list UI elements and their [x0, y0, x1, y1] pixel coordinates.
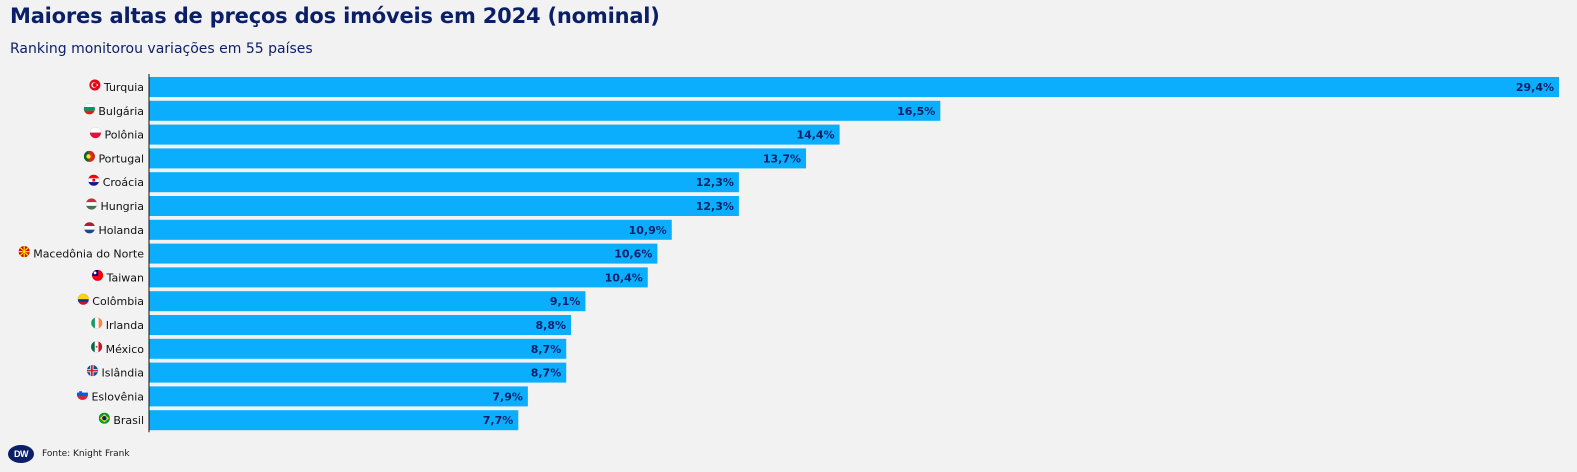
category-label: Hungria	[100, 200, 144, 213]
bar-value-label: 29,4%	[1516, 81, 1554, 94]
bar-row: 8,7% México	[90, 338, 567, 359]
bar-value-label: 8,8%	[536, 319, 567, 332]
bar	[149, 124, 840, 145]
category-label: Portugal	[98, 152, 144, 165]
bar-row: 13,7% Portugal	[83, 148, 807, 169]
category-label: Croácia	[103, 176, 144, 189]
bar-value-label: 16,5%	[897, 105, 935, 118]
bar-value-label: 10,6%	[614, 248, 652, 261]
bar-row: 9,1% Colômbia	[77, 291, 586, 312]
bar	[149, 172, 739, 193]
bar-row: 7,9% Eslovênia	[76, 386, 528, 407]
north-macedonia-flag-icon	[18, 245, 30, 258]
bar	[149, 338, 567, 359]
category-label: Islândia	[101, 367, 144, 380]
ireland-flag-icon	[90, 317, 103, 329]
footer: DW Fonte: Knight Frank	[8, 444, 130, 464]
bar	[149, 219, 672, 240]
bar-row: 10,6% Macedônia do Norte	[18, 243, 658, 264]
turkey-flag-icon	[89, 79, 101, 91]
bar-row: 16,5% Bulgária	[83, 100, 941, 121]
hungary-flag-icon	[85, 198, 98, 210]
bar-value-label: 10,9%	[629, 224, 667, 237]
bar	[149, 196, 739, 216]
bar-row: 14,4% Polônia	[89, 124, 840, 145]
bar-row: 8,8% Irlanda	[90, 315, 572, 335]
mexico-flag-icon	[90, 341, 103, 353]
category-label: Colômbia	[92, 295, 144, 308]
slovenia-flag-icon	[76, 388, 89, 401]
bulgaria-flag-icon	[83, 103, 96, 115]
bar-row: 10,9% Holanda	[83, 219, 672, 240]
bar-row: 10,4% Taiwan	[91, 267, 648, 288]
source-note: Fonte: Knight Frank	[42, 449, 130, 459]
bar	[149, 77, 1559, 97]
category-label: Macedônia do Norte	[33, 248, 144, 261]
bar	[149, 315, 572, 335]
bar-value-label: 8,7%	[531, 343, 562, 356]
category-label: Taiwan	[106, 271, 144, 284]
bar-value-label: 7,7%	[483, 414, 514, 427]
category-label: Eslovênia	[91, 390, 144, 403]
bar-row: 12,3% Croácia	[87, 172, 739, 193]
chart-title: Maiores altas de preços dos imóveis em 2…	[10, 4, 660, 28]
bar-value-label: 13,7%	[763, 152, 801, 165]
bar	[149, 100, 941, 121]
colombia-flag-icon	[77, 293, 90, 305]
iceland-flag-icon	[86, 364, 99, 377]
taiwan-flag-icon	[91, 269, 104, 282]
bar	[149, 243, 658, 264]
category-label: Polônia	[104, 129, 144, 142]
chart-subtitle: Ranking monitorou variações em 55 países	[10, 41, 313, 57]
portugal-flag-icon	[83, 150, 96, 163]
bar-value-label: 12,3%	[696, 200, 734, 213]
croatia-flag-icon	[87, 174, 100, 186]
bar	[149, 267, 648, 288]
category-label: Holanda	[99, 224, 145, 237]
category-label: Brasil	[113, 414, 144, 427]
brazil-flag-icon	[98, 412, 111, 424]
bar	[149, 148, 807, 169]
bar-row: 8,7% Islândia	[86, 362, 567, 383]
bar-value-label: 9,1%	[550, 295, 581, 308]
category-label: Bulgária	[98, 105, 144, 118]
bar	[149, 410, 519, 431]
bar	[149, 386, 528, 407]
poland-flag-icon	[89, 126, 102, 139]
bar-row: 7,7% Brasil	[98, 410, 519, 431]
bar-value-label: 7,9%	[492, 390, 523, 403]
bar	[149, 362, 567, 383]
dw-logo-icon: DW	[8, 445, 34, 463]
category-label: Turquia	[103, 81, 144, 94]
netherlands-flag-icon	[83, 222, 96, 234]
bar-row: 12,3% Hungria	[85, 196, 739, 216]
bar-value-label: 10,4%	[605, 271, 643, 284]
bar-value-label: 14,4%	[796, 129, 834, 142]
category-label: Irlanda	[106, 319, 144, 332]
bar-value-label: 12,3%	[696, 176, 734, 189]
bar-row: 29,4% Turquia	[89, 77, 1559, 97]
bar-value-label: 8,7%	[531, 367, 562, 380]
category-label: México	[106, 343, 145, 356]
bar	[149, 291, 586, 312]
